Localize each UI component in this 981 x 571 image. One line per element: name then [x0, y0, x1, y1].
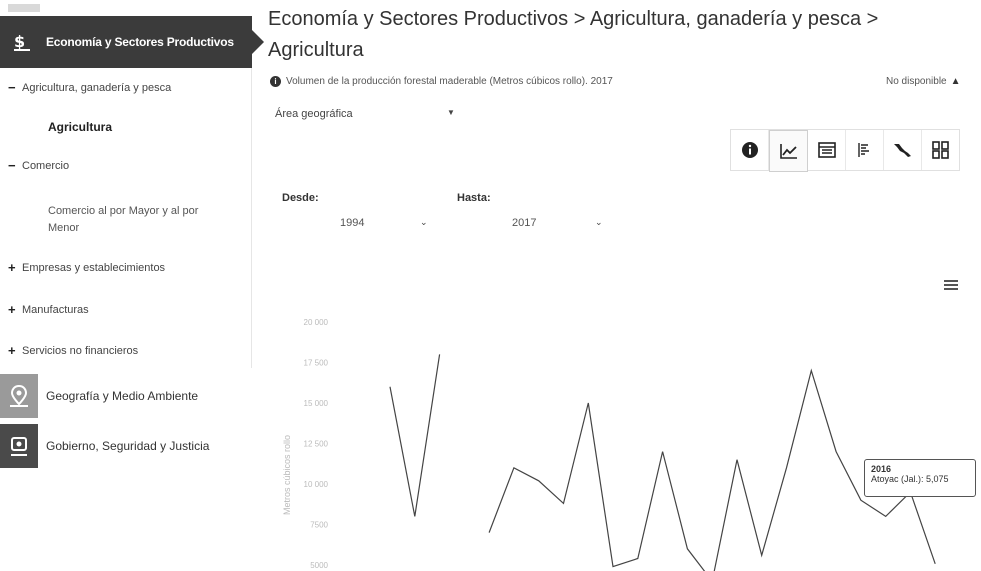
sidebar-item-empresas[interactable]: + Empresas y establecimientos [8, 260, 165, 275]
indicator-text: Volumen de la producción forestal madera… [286, 76, 613, 87]
sidebar-divider [251, 68, 252, 368]
hasta-select[interactable]: 2017 ⌄ [512, 217, 612, 229]
desde-value: 1994 [340, 217, 365, 229]
availability-status: No disponible [886, 76, 947, 87]
map-button[interactable] [884, 130, 922, 170]
money-icon: $ [8, 27, 38, 57]
info-icon [741, 142, 758, 158]
sidebar-active-label: Economía y Sectores Productivos [46, 35, 234, 49]
tooltip-year: 2016 [871, 464, 892, 474]
chevron-down-icon: ⌄ [420, 217, 428, 227]
table-icon [817, 142, 836, 158]
y-tick-label: 17 500 [304, 359, 329, 368]
expand-icon: + [8, 302, 16, 317]
sidebar-category-gobierno[interactable]: Gobierno, Seguridad y Justicia [0, 424, 252, 468]
svg-text:$: $ [14, 32, 25, 51]
sidebar-item-label: Empresas y establecimientos [22, 261, 166, 274]
sidebar-item-servicios[interactable]: + Servicios no financieros [8, 343, 138, 358]
series-line [389, 354, 441, 517]
hasta-value: 2017 [512, 217, 537, 229]
desde-label: Desde: [282, 192, 319, 204]
area-select-label: Área geográfica [275, 108, 353, 120]
sidebar-item-label: Comercio [22, 159, 70, 172]
line-chart-button[interactable] [769, 130, 808, 172]
chevron-up-icon: ▲ [950, 76, 961, 87]
sidebar-category-label: Geografía y Medio Ambiente [46, 389, 199, 403]
map-pin-icon [0, 374, 38, 418]
bar-list-button[interactable] [846, 130, 884, 170]
tooltip-text: Atoyac (Jal.): 5,075 [871, 474, 949, 484]
area-geografica-select[interactable]: Área geográfica ▼ [275, 108, 465, 120]
collapse-icon: − [8, 80, 16, 95]
sidebar-subitem-agricultura[interactable]: Agricultura [48, 120, 113, 134]
indicator-line: i Volumen de la producción forestal made… [270, 76, 613, 87]
availability-toggle[interactable]: No disponible ▲ [886, 76, 961, 87]
shield-icon [0, 424, 38, 468]
chevron-down-icon: ⌄ [595, 217, 603, 227]
y-tick-label: 15 000 [304, 399, 329, 408]
y-axis-title: Metros cúbicos rollo [282, 435, 292, 515]
view-toolbar [730, 129, 960, 172]
y-tick-label: 20 000 [304, 318, 329, 327]
y-tick-label: 7500 [310, 521, 328, 530]
expand-icon: + [8, 260, 16, 275]
chart-menu-button[interactable] [944, 278, 958, 292]
info-icon[interactable]: i [270, 76, 281, 87]
line-chart-icon [779, 144, 797, 159]
expand-icon: + [8, 343, 16, 358]
sidebar-category-geografia[interactable]: Geografía y Medio Ambiente [0, 374, 252, 418]
y-tick-label: 12 500 [304, 440, 329, 449]
chart-tooltip: 2016 Atoyac (Jal.): 5,075 [864, 459, 976, 497]
hasta-label: Hasta: [457, 192, 491, 204]
sidebar-item-agricultura-ganaderia[interactable]: − Agricultura, ganadería y pesca [8, 80, 171, 95]
series-line [488, 368, 936, 571]
sidebar-item-manufacturas[interactable]: + Manufacturas [8, 302, 89, 317]
sidebar-item-label: Manufacturas [22, 303, 89, 316]
sidebar-category-economia[interactable]: $ Economía y Sectores Productivos [0, 16, 264, 68]
sidebar-top-stub [8, 4, 40, 12]
sidebar-item-label: Servicios no financieros [22, 344, 139, 357]
caret-down-icon: ▼ [447, 108, 455, 117]
table-button[interactable] [808, 130, 846, 170]
sidebar-item-label: Agricultura, ganadería y pesca [22, 81, 172, 94]
y-tick-label: 10 000 [304, 480, 329, 489]
map-icon [893, 144, 911, 157]
page-title: Economía y Sectores Productivos > Agricu… [268, 8, 879, 61]
info-button[interactable] [731, 130, 769, 170]
bar-list-icon [857, 143, 869, 157]
sidebar-subitem-comercio-mayor-menor[interactable]: Comercio al por Mayor y al por Menor [48, 205, 199, 234]
grid-icon [931, 141, 949, 159]
line-chart: Metros cúbicos rollo 20 000 17 500 15 000 12… [282, 318, 936, 571]
desde-select[interactable]: 1994 ⌄ [340, 217, 440, 229]
grid-button[interactable] [922, 130, 959, 170]
y-tick-label: 5000 [310, 561, 328, 570]
collapse-icon: − [8, 158, 16, 173]
sidebar: $ Economía y Sectores Productivos − Agri… [0, 0, 264, 571]
sidebar-item-comercio[interactable]: − Comercio [8, 158, 69, 173]
sidebar-category-label: Gobierno, Seguridad y Justicia [46, 439, 210, 453]
active-arrow [252, 30, 264, 54]
